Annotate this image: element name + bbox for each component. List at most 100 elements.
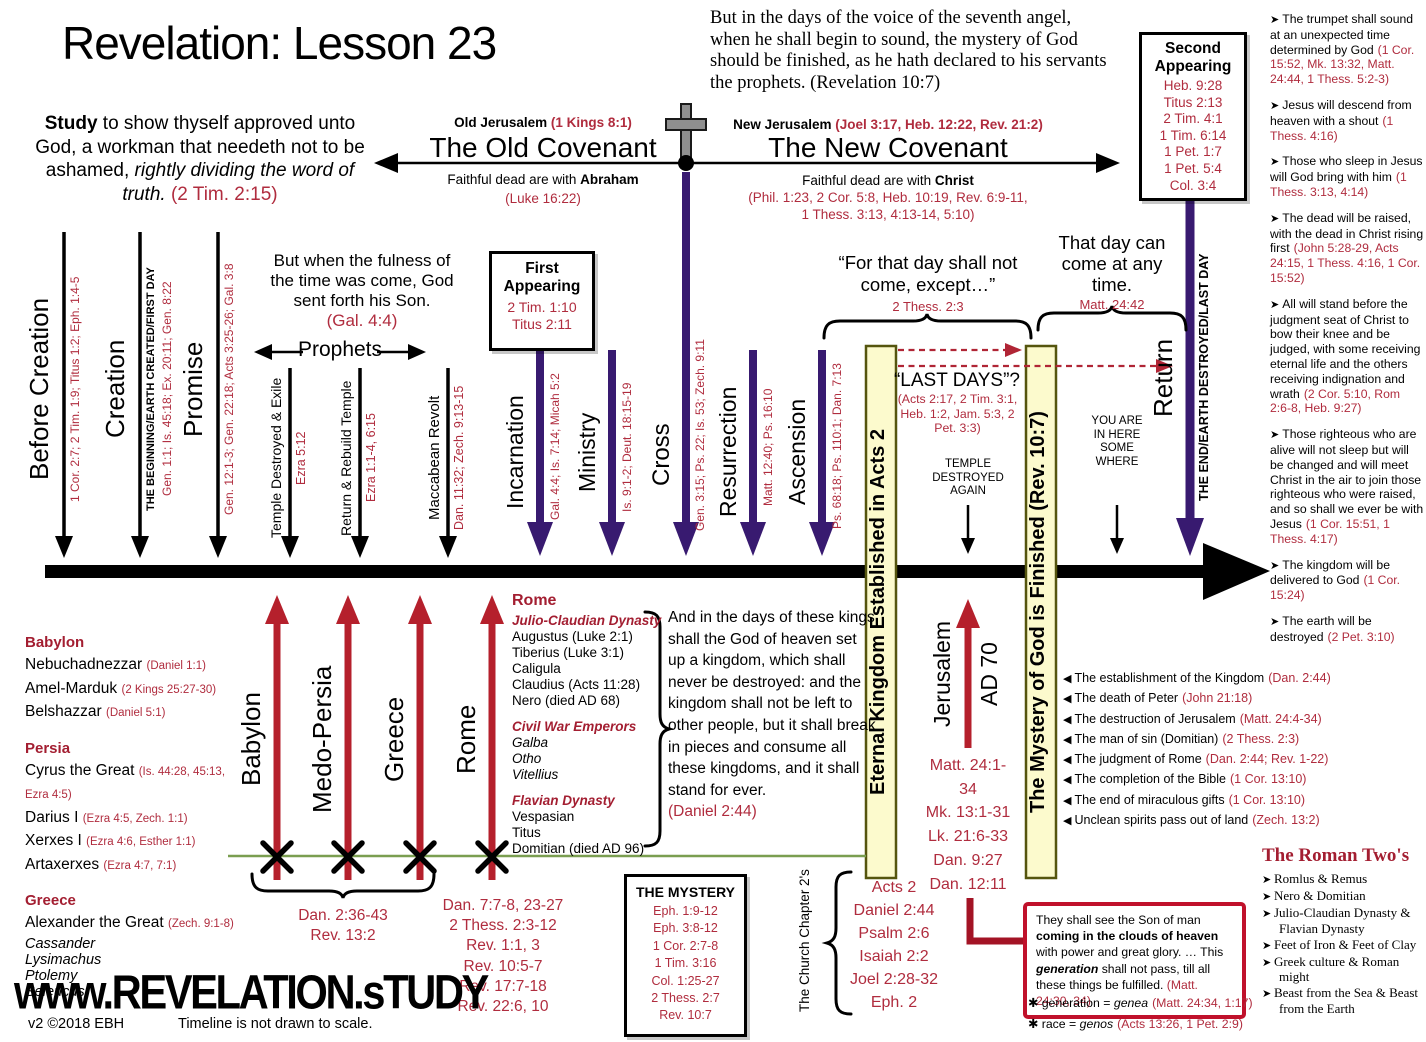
new-dead-name: Christ [934,173,974,188]
emperor-name: Vitellius [512,767,559,782]
pointer-arrows [961,505,1124,554]
event-ref: (Dan. 2:44) [1268,671,1331,685]
label-cross: Cross [648,423,675,487]
site-logo: www.REVELATION.sTUDY [14,966,489,1020]
king-name: Alexander the Great [25,914,164,931]
event-ref: (2 Pet. 3:10) [1327,629,1395,644]
old-covenant-dead: Faithful dead are with Abraham [418,172,668,187]
old-jerusalem-label: Old Jerusalem (1 Kings 8:1) [418,115,668,130]
footnote-text: ✱ generation = [1028,996,1114,1010]
flavian-heading: Flavian Dynasty [512,793,615,808]
emperor-name: Nero (died AD 68) [512,693,621,708]
event-text: Those who sleep in Jesus will God bring … [1270,154,1423,185]
label-ascension: Ascension [784,398,810,506]
second-coming-event: Those righteous who are alive will not s… [1270,427,1424,546]
label-return-rebuild: Return & Rebuild Temple [338,380,354,536]
event-text: The trumpet shall sound at an unexpected… [1270,12,1414,57]
scale-note: Timeline is not drawn to scale. [178,1016,373,1032]
label-ministry: Ministry [574,412,600,492]
second-appearing-ref: 2 Tim. 4:1 [1163,111,1223,127]
event-ref: (John 5:28-29, Acts 24:15, 1 Thess. 4:16… [1270,241,1421,285]
mystery-ref: 1 Cor. 2:7-8 [652,938,719,953]
daniel-2-44-text: And in the days of these kings shall the… [668,607,876,823]
brace-rome-list [643,610,675,848]
king-ref: (Daniel 5:1) [106,707,166,719]
footnote: ✱ race = genos (Acts 13:26, 1 Pet. 2:9) [1028,1014,1253,1035]
event-text: The death of Peter [1074,691,1179,706]
daniel-quote: And in the days of these kings shall the… [668,609,876,799]
you-are-here: YOU ARE IN HERE SOME WHERE [1091,415,1143,468]
roman-twos-item: Feet of Iron & Feet of Clay [1262,937,1426,953]
civil-war-heading: Civil War Emperors [512,719,637,734]
roman-twos-item: Greek culture & Roman might [1262,954,1426,984]
new-dead-text: Faithful dead are with [802,173,935,188]
ref-line: Rev. 1:1, 3 [466,937,540,955]
event-text: The kingdom will be delivered to God [1270,557,1390,588]
new-covenant-dead-ref: (Phil. 1:23, 2 Cor. 5:8, Heb. 10:19, Rev… [748,190,1028,222]
mystery-ref: Eph. 3:8-12 [653,921,718,936]
king-name: Artaxerxes [25,855,100,873]
church-2s-label: The Church Chapter 2's [797,869,812,1013]
refs-creation: Gen. 1:1; Is. 45:18; Ex. 20:11; Gen. 8:2… [160,281,174,497]
mystery-pillar [1024,344,1058,880]
study-quote: Study to show thyself approved unto God,… [30,112,370,206]
label-maccabean: Maccabean Revolt [426,395,443,521]
persia-kings-title: Persia [25,739,71,757]
empire-up-arrows [265,595,980,880]
note-return: THE END/EARTH DESTROYED/LAST DAY [1197,253,1211,502]
event-text: All will stand before the judgment seat … [1270,296,1421,401]
that-day-not-text: “For that day shall not come, except…” [838,252,1018,295]
julio-claudian-heading: Julio-Claudian Dynasty [512,613,662,628]
ad70-events: The establishment of the Kingdom(Dan. 2:… [1063,669,1363,831]
new-jerusalem-text: New Jerusalem [733,117,836,132]
daniel-ref: (Daniel 2:44) [668,803,757,821]
second-coming-events: The trumpet shall sound at an unexpected… [1270,12,1424,655]
footnote-text: ✱ race = [1028,1016,1080,1031]
refs-return-rebuild: Ezra 1:1-4, 6:15 [364,413,378,503]
brace-that-day-can [1036,305,1188,332]
refs-temple-destroyed: Ezra 5:12 [294,431,308,485]
emperor-name: Domitian (died AD 96) [512,841,645,856]
roman-twos-item: Julio-Claudian Dynasty & Flavian Dynasty [1262,906,1426,936]
ad70-event: The destruction of Jerusalem(Matt. 24:4-… [1063,710,1363,730]
refs-resurrection: Matt. 12:40; Ps. 16:10 [761,388,775,506]
that-day-can-ref: Matt. 24:42 [1079,297,1145,312]
empire-end-x-marks [260,840,509,874]
event-ref: (Dan. 2:44; Rev. 1-22) [1205,752,1329,767]
refs-ministry: Is. 9:1-2; Deut. 18:15-19 [620,382,634,512]
first-appearing-refs: 2 Tim. 1:10 Titus 2:11 [492,299,592,333]
new-covenant-dead: Faithful dead are with Christ [763,173,1013,188]
ref-line: Rev. 10:5-7 [463,957,543,975]
event-ref: (2 Cor. 5:10, Rom 2:6-8, Heb. 9:27) [1270,386,1400,416]
rome-dynasties: Rome Julio-Claudian Dynasty Augustus (Lu… [512,592,662,857]
version-label: v2 ©2018 EBH [28,1016,125,1032]
second-appearing-title: Second Appearing [1154,40,1232,75]
ref-line: Rev. 13:2 [310,927,376,944]
babylon-kings: Babylon Nebuchadnezzar (Daniel 1:1) Amel-… [25,634,243,725]
ref-line: Rev. 17:7-18 [459,977,547,995]
babylon-kings-title: Babylon [25,634,85,651]
event-ref: (1 Thess. 4:16) [1270,113,1394,143]
label-ad70: AD 70 [976,642,1002,706]
label-before-creation: Before Creation [24,297,54,481]
old-dead-text: Faithful dead are with [447,172,581,187]
event-ref: (John 21:18) [1182,691,1253,706]
roman-twos-title: The Roman Two's [1262,845,1410,866]
ref-line: Dan. 12:11 [929,875,1007,893]
christ-event-arrows [527,172,1204,556]
successor-name: Cassander [25,935,96,952]
babylon-kings-entries: Nebuchadnezzar (Daniel 1:1) Amel-Marduk (… [25,654,243,725]
king-name: Cyrus the Great [25,761,135,779]
persia-kings: Persia Cyrus the Great (Is. 44:28, 45:13… [25,740,243,878]
event-ref: (1 Thess. 3:13, 4:14) [1270,170,1407,199]
ref-line: Dan. 2:36-43 [298,907,388,924]
king-name: Amel-Marduk [25,679,118,697]
second-appearing-ref: 1 Tim. 6:14 [1159,127,1227,143]
second-appearing-box: Second Appearing Heb. 9:28 Titus 2:13 2 Ti… [1139,32,1247,201]
new-covenant-title: The New Covenant [768,132,1008,163]
footnote-word: genea [1113,996,1149,1010]
last-days-title: “LAST DAYS”? [893,370,1020,391]
persia-kings-entries: Cyrus the Great (Is. 44:28, 45:13, Ezra … [25,760,243,878]
old-jerusalem-text: Old Jerusalem [454,115,551,130]
kingdom-pillar [864,344,898,880]
